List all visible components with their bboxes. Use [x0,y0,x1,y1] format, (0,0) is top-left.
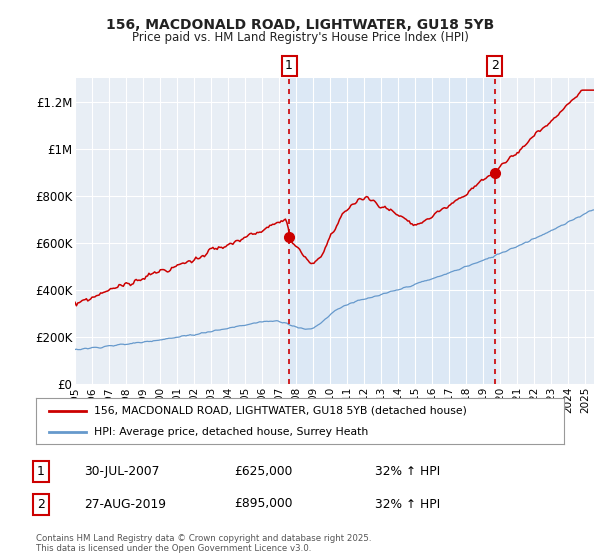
Text: 2: 2 [37,497,45,511]
Text: 2: 2 [491,59,499,72]
Text: Price paid vs. HM Land Registry's House Price Index (HPI): Price paid vs. HM Land Registry's House … [131,31,469,44]
Text: HPI: Average price, detached house, Surrey Heath: HPI: Average price, detached house, Surr… [94,427,368,437]
Text: £895,000: £895,000 [234,497,293,511]
Text: 27-AUG-2019: 27-AUG-2019 [84,497,166,511]
Text: Contains HM Land Registry data © Crown copyright and database right 2025.
This d: Contains HM Land Registry data © Crown c… [36,534,371,553]
Text: £625,000: £625,000 [234,465,292,478]
Text: 1: 1 [37,465,45,478]
Text: 32% ↑ HPI: 32% ↑ HPI [375,497,440,511]
Text: 32% ↑ HPI: 32% ↑ HPI [375,465,440,478]
Text: 156, MACDONALD ROAD, LIGHTWATER, GU18 5YB: 156, MACDONALD ROAD, LIGHTWATER, GU18 5Y… [106,18,494,32]
Bar [289,78,494,384]
Text: 156, MACDONALD ROAD, LIGHTWATER, GU18 5YB (detached house): 156, MACDONALD ROAD, LIGHTWATER, GU18 5Y… [94,406,467,416]
Text: 1: 1 [285,59,293,72]
Text: 30-JUL-2007: 30-JUL-2007 [84,465,160,478]
